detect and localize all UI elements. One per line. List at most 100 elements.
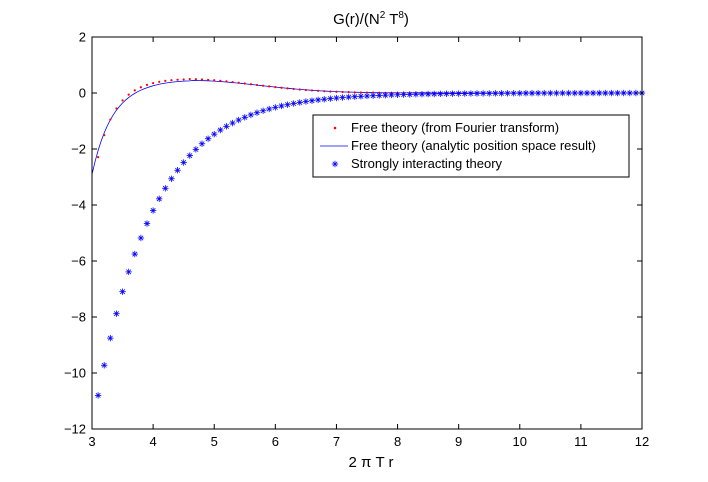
y-tick-label: −10 [64,366,86,381]
y-tick-label: −8 [71,310,86,325]
series-strong-point [553,89,560,97]
plot-content [91,77,646,399]
series-free-fourier-dot [341,90,344,94]
series-free-fourier-dot [262,84,265,87]
series-strong-point [547,89,554,97]
plot-frame [91,36,643,430]
series-strong-point [486,90,493,97]
series-free-fourier-dot [274,86,277,89]
series-strong-point [247,111,255,119]
series-free-fourier-dot [158,80,161,83]
series-strong-point [204,135,212,142]
series-free-fourier-dot [194,78,197,81]
series-free-fourier-dot [182,78,185,81]
series-strong-point [620,89,627,97]
series-free-fourier-dot [109,118,112,121]
x-tick-label: 9 [455,434,462,449]
series-free-fourier-dot [255,83,259,87]
series-free-fourier-dot [115,107,118,110]
series-strong-point [376,92,383,99]
legend: Free theory (from Fourier transform) Fre… [312,114,630,178]
series-strong-point [516,90,523,97]
y-tick-label: −4 [71,198,86,213]
series-strong-point [302,98,310,105]
y-tick-label: 0 [79,86,86,101]
series-strong-point [229,119,236,127]
series-strong-point [321,96,328,103]
series-free-fourier-dot [237,81,240,84]
series-strong-point [186,152,193,159]
series-strong-point [278,102,285,110]
series-free-fourier-dot [200,78,204,81]
series-strong-point [241,114,248,121]
series-strong-point [137,234,145,242]
series-strong-point [479,90,487,97]
series-strong-point [473,90,481,97]
series-strong-point [449,90,456,97]
legend-asterisk-glyph [331,160,339,168]
x-tick-label: 6 [272,434,279,449]
legend-box [312,114,630,178]
series-free-fourier-dot [365,91,369,94]
series-strong-point [492,90,499,97]
series-strong-point [596,89,603,97]
series-free-fourier-dot [127,93,130,96]
series-strong-point [534,89,542,97]
series-strong-point [125,268,132,276]
series-free-fourier-dot [213,79,216,82]
chart-title: G(r)/(N2 T8) [333,10,409,28]
series-strong-point [412,91,420,98]
series-free-fourier-dot [317,89,320,92]
y-tick-label: −2 [71,142,86,157]
series-strong-point [284,101,291,108]
y-tick-label: −12 [64,422,86,437]
series-strong-point [437,90,444,98]
series-free-fourier-dot [188,77,191,81]
series-free-fourier-dot [292,87,295,91]
series-strong-point [369,92,377,99]
series-strong-point [168,175,175,182]
series-free-fourier-dot [268,85,271,88]
series-strong-point [510,90,517,97]
legend-entry-free-fourier: Free theory (from Fourier transform) [351,120,559,135]
x-tick-label: 3 [88,434,95,449]
series-free-fourier-dot [152,82,155,85]
series-strong-point [119,288,126,295]
series-strong-point [363,92,371,100]
series-strong-point [602,89,609,97]
series-strong-point [443,90,450,97]
series-strong-point [259,107,267,114]
x-tick-label: 4 [149,434,156,449]
series-strong-point [101,362,108,369]
series-strong-point [149,207,157,214]
series-strong-point [565,89,572,97]
y-tick-label: −6 [71,254,86,269]
series-free-fourier-dot [347,91,350,94]
series-free-fourier-dot [310,89,314,92]
series-strong-point [107,334,114,342]
series-strong-point [406,91,413,98]
series-strong-point [583,89,591,97]
series-free-fourier-dot [103,134,106,137]
legend-entry-free-analytic: Free theory (analytic position space res… [351,138,596,153]
legend-marker-dots [333,126,337,130]
series-strong-point [217,126,224,134]
series-strong-point [296,99,303,106]
series-free-fourier-dot [231,80,234,84]
series-strong-point [345,93,352,101]
series-free-fourier-dot [280,86,283,89]
series-strong-point [143,220,151,227]
series-strong-point [400,91,407,98]
series-strong-point [504,90,511,97]
series-strong-point [577,89,585,97]
x-tick-label: 8 [394,434,401,449]
series-free-fourier-dot [249,83,252,86]
series-free-fourier-dot [329,90,332,93]
series-free-fourier-dot [286,87,289,90]
series-strong-point [626,89,633,97]
x-tick-label: 11 [574,434,588,449]
series-free-fourier-dot [243,82,246,85]
series-strong-point [467,90,475,97]
